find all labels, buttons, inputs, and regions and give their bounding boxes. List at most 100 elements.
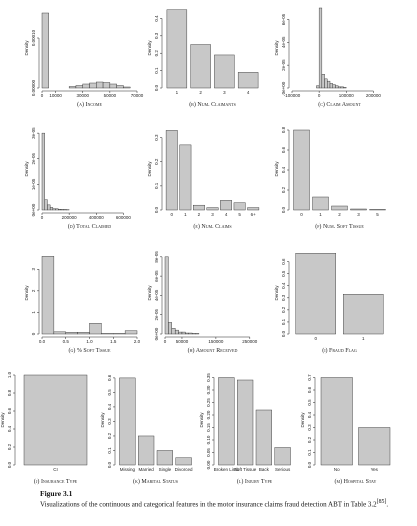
x-tick-label: 10000 xyxy=(49,93,62,98)
y-tick-label: 6e-05 xyxy=(281,13,286,25)
y-tick-label: 6e-05 xyxy=(154,270,159,282)
y-axis-label: Density xyxy=(100,412,105,428)
y-tick-label: 1e-05 xyxy=(31,178,36,190)
y-tick-label: 0.00000 xyxy=(31,79,36,96)
histogram-bar xyxy=(123,86,131,89)
bar xyxy=(206,207,219,211)
histogram-bar xyxy=(337,86,342,89)
x-tick-label: 1 xyxy=(362,336,365,341)
y-tick-label: 2 xyxy=(31,289,36,292)
histogram-bar xyxy=(332,84,336,89)
histogram-bar xyxy=(124,330,138,335)
caption-title: Total Claimed xyxy=(76,224,111,230)
subplot: 0.0 0.2 0.4 0.6 0.8 1.0 Density CI (j) Insurance… xyxy=(0,371,88,485)
histogram-bar xyxy=(49,207,54,211)
bar xyxy=(190,44,211,89)
y-tick-label: 0.5 xyxy=(281,270,286,277)
caption-title: Hospital Stay xyxy=(344,479,377,485)
y-tick-label: 0.0 xyxy=(7,461,12,468)
y-tick-label: 0.7 xyxy=(307,374,312,381)
y-tick-label: 0.00010 xyxy=(31,29,36,46)
caption-title: Marital Status xyxy=(141,479,178,485)
histogram-bar xyxy=(60,209,64,211)
subplot-caption: (d) Total Claimed xyxy=(68,223,111,230)
x-tick-label: 4 xyxy=(225,212,228,217)
x-tick-label: 1.5 xyxy=(110,339,117,344)
caption-text: Visualizations of the continuous and cat… xyxy=(40,500,377,509)
histogram-bar xyxy=(168,322,172,335)
histogram-bar xyxy=(109,83,117,89)
x-tick-label: Yes xyxy=(371,467,379,472)
y-tick-label: 0.4 xyxy=(7,425,12,432)
histogram-bar xyxy=(41,132,45,211)
x-tick-label: 1 xyxy=(176,90,179,95)
x-tick-label: 100000 xyxy=(339,93,355,98)
y-tick-label: 1.0 xyxy=(7,371,12,378)
x-tick-label: 0.5 xyxy=(63,339,70,344)
x-tick-label: 70000 xyxy=(131,93,144,98)
subplot: 0 1 2 3 Density 0.0 0.5 1.0 1.5 2.0 (g) % Soft Tis… xyxy=(24,256,141,354)
x-tick-label: 600000 xyxy=(116,215,132,220)
y-tick-label: 0.2 xyxy=(281,186,286,193)
caption-label: (i) xyxy=(322,347,327,354)
histogram-bar xyxy=(171,328,176,335)
bar xyxy=(255,409,272,466)
subplot-caption: (f) Num. Soft Tissue xyxy=(315,223,364,230)
x-tick-label: 1.0 xyxy=(86,339,93,344)
caption-title: Num. Claimants xyxy=(197,102,235,108)
subplot-caption: (k) Marital Status xyxy=(133,478,178,485)
y-axis-label: Density xyxy=(274,40,279,56)
x-tick-label: 1 xyxy=(319,212,322,217)
y-axis-label: Density xyxy=(147,40,152,56)
y-tick-label: 0.35 xyxy=(206,373,211,382)
subplot-caption: (i) Fraud Flag xyxy=(322,347,357,354)
caption-label: (e) xyxy=(193,223,199,230)
x-tick-label: 0 xyxy=(171,212,174,217)
y-tick-label: 0.2 xyxy=(154,50,159,57)
y-axis-label: Density xyxy=(24,40,29,56)
histogram-bar xyxy=(47,204,51,211)
subplot: 0e+00 1e-05 2e-05 3e-05 Density 0 200000 400000… xyxy=(24,127,131,230)
y-tick-label: 0.2 xyxy=(281,306,286,313)
caption-ref: [85] xyxy=(376,499,387,505)
x-tick-label: Broken Limb xyxy=(214,467,240,472)
subplot-caption: (m) Hospital Stay xyxy=(335,478,377,485)
y-axis-label: Density xyxy=(0,412,5,428)
y-tick-label: 0.2 xyxy=(107,432,112,439)
x-tick-label: 0 xyxy=(314,336,317,341)
x-tick-label: 0 xyxy=(164,339,167,344)
histogram-bar xyxy=(181,331,186,335)
histogram-bar xyxy=(44,199,48,211)
y-tick-label: 0.1 xyxy=(107,447,112,454)
y-tick-label: 0.3 xyxy=(307,424,312,431)
x-tick-label: 0 xyxy=(300,212,303,217)
y-tick-label: 3e-05 xyxy=(31,127,36,139)
histogram-bar xyxy=(53,331,66,335)
histogram-bar xyxy=(75,85,83,89)
x-tick-label: 6+ xyxy=(251,212,257,217)
y-tick-label: 3 xyxy=(31,268,36,271)
bar xyxy=(312,196,329,211)
x-tick-label: Serious xyxy=(275,467,291,472)
caption-label: (c) xyxy=(318,101,325,108)
y-tick-label: 0.1 xyxy=(154,67,159,74)
x-tick-label: CI xyxy=(53,467,58,472)
x-tick-label: 50000 xyxy=(104,93,117,98)
y-tick-label: 0.4 xyxy=(281,282,286,289)
x-tick-label: Married xyxy=(138,467,154,472)
y-tick-label: 0.2 xyxy=(7,443,12,450)
bar xyxy=(320,377,353,466)
y-tick-label: 0.5 xyxy=(307,399,312,406)
figure-caption: Figure 3.1 Visualizations of the continu… xyxy=(40,489,389,509)
histogram-bar xyxy=(321,74,325,89)
caption-title: Injury Type xyxy=(245,479,273,485)
y-tick-label: 0.2 xyxy=(154,158,159,165)
y-tick-label: 0.6 xyxy=(281,258,286,265)
subplot-caption: (h) Amount Received xyxy=(188,347,238,354)
y-tick-label: 0.2 xyxy=(307,436,312,443)
caption-title: Fraud Flag xyxy=(329,348,357,354)
bar xyxy=(358,427,391,466)
x-tick-label: 250000 xyxy=(242,339,258,344)
y-tick-label: 0.4 xyxy=(107,403,112,410)
